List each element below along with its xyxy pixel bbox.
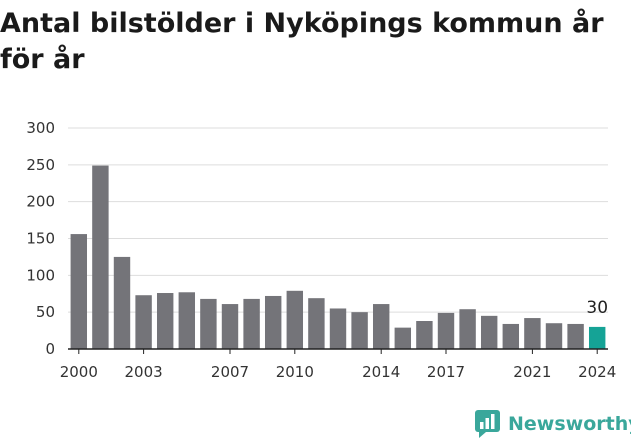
x-tick-label: 2010 [276,363,314,381]
bars [70,165,606,349]
newsworthy-logo: Newsworthy [474,408,631,440]
bar-2021 [524,318,541,349]
bar-2008 [243,298,260,349]
x-tick-label: 2014 [362,363,400,381]
y-tick-label: 150 [26,230,55,248]
bar-2010 [286,290,304,349]
y-tick-label: 300 [26,119,55,137]
bar-2020 [502,323,520,349]
bar-2016 [416,321,433,349]
chart-logo-icon [475,410,500,438]
brand-name: Newsworthy [508,413,631,435]
x-tick-label: 2007 [211,363,249,381]
bar-2023 [567,323,584,349]
bar-2006 [200,298,217,349]
y-tick-label: 0 [45,340,55,358]
bar-2015 [394,327,412,349]
chart-title: Antal bilstölder i Nyköpings kommun år f… [0,8,604,75]
bar-2003 [135,295,152,349]
bar-2001 [92,165,109,349]
bar-2018 [459,309,476,349]
bar-2013 [351,312,368,349]
x-tick-label: 2000 [60,363,98,381]
bar-2019 [480,315,498,349]
value-label-2024: 30 [586,298,608,318]
bar-2012 [329,308,347,349]
x-tick-label: 2003 [125,363,163,381]
y-tick-label: 200 [26,193,55,211]
bar-2009 [264,295,282,349]
bar-chart: 0 50 100 150 200 250 300 2000 2003 2007 2010 2014 20… [26,119,616,381]
y-tick-label: 100 [26,266,55,284]
y-tick-label: 250 [26,156,55,174]
x-tick-label: 2024 [578,363,616,381]
bar-2022 [545,323,563,349]
bar-2002 [113,256,131,349]
y-tick-label: 50 [36,303,55,321]
gridlines [68,127,608,313]
bar-2017 [437,312,455,349]
bar-2024 [588,326,606,349]
bar-2014 [372,304,390,349]
bar-2000 [70,234,88,349]
bar-2007 [221,304,239,349]
axes [68,348,608,354]
bar-2004 [156,293,174,349]
bar-2005 [178,292,196,349]
bar-2011 [308,298,325,349]
tick-labels: 0 50 100 150 200 250 300 2000 2003 2007 2010 2014 20… [26,119,616,381]
x-tick-label: 2021 [513,363,551,381]
x-tick-label: 2017 [427,363,465,381]
